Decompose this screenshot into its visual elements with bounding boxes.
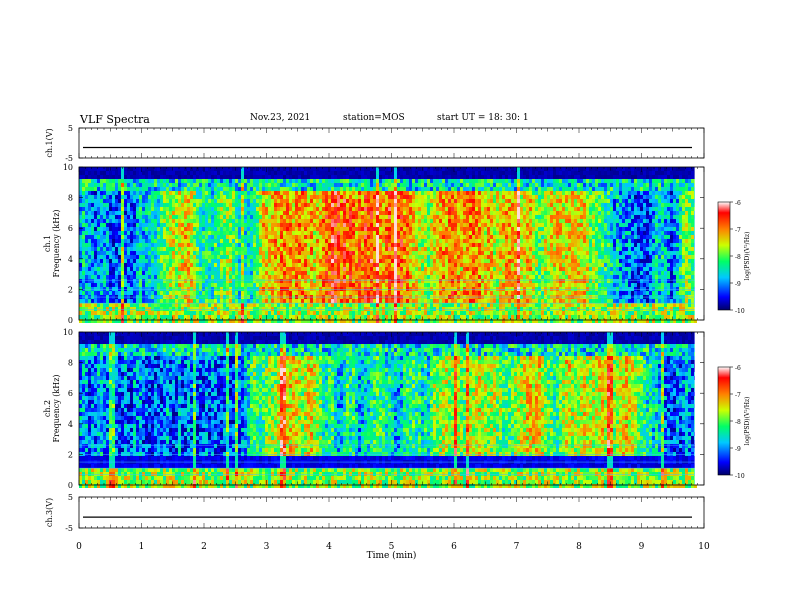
header-title: VLF Spectra — [80, 113, 150, 126]
ch2-spectrogram-image — [79, 332, 704, 488]
colorbar-tick-label: -7 — [735, 227, 741, 234]
x-tick-label: 6 — [451, 542, 457, 552]
y-tick-label: 6 — [68, 389, 73, 398]
y-axis-label: ch.1(V) — [45, 128, 54, 157]
y-tick-label: 10 — [63, 163, 73, 172]
x-tick-label: 0 — [76, 542, 82, 552]
header-station: station=MOS — [343, 113, 405, 123]
y-tick-label: 8 — [68, 359, 73, 368]
x-axis-label: Time (min) — [367, 550, 417, 561]
x-tick-label: 4 — [326, 542, 332, 552]
x-tick-label: 8 — [576, 542, 582, 552]
colorbar-tick-label: -9 — [735, 281, 741, 288]
colorbar-tick-label: -7 — [735, 392, 741, 399]
colorbar-tick-label: -6 — [735, 200, 741, 207]
colorbar-tick-label: -8 — [735, 419, 741, 426]
y-tick-label: 4 — [68, 255, 73, 264]
y-tick-label: 2 — [68, 285, 73, 294]
x-tick-label: 9 — [639, 542, 645, 552]
y-axis-label: ch.3(V) — [45, 498, 54, 527]
colorbar-tick-label: -8 — [735, 254, 741, 261]
x-tick-label: 3 — [264, 542, 270, 552]
x-tick-label: 5 — [389, 542, 395, 552]
colorbar-tick-label: -10 — [735, 473, 745, 480]
y-tick-label: -5 — [65, 524, 73, 533]
y-tick-label: 4 — [68, 420, 73, 429]
y-axis-label: Frequency (kHz) — [52, 374, 61, 442]
colorbar-tick-label: -9 — [735, 446, 741, 453]
header-date: Nov.23, 2021 — [250, 113, 311, 123]
x-tick-label: 2 — [201, 542, 207, 552]
x-tick-label: 1 — [139, 542, 145, 552]
y-tick-label: 2 — [68, 450, 73, 459]
colorbar-label: log(PSD)(V²/Hz) — [744, 397, 751, 446]
y-tick-label: 6 — [68, 224, 73, 233]
y-tick-label: 5 — [68, 493, 73, 502]
colorbar — [717, 201, 731, 311]
colorbar-tick-label: -6 — [735, 365, 741, 372]
y-axis-label: ch.1 — [43, 235, 52, 252]
y-tick-label: 8 — [68, 194, 73, 203]
colorbar-tick-label: -10 — [735, 308, 745, 315]
y-tick-label: 0 — [68, 316, 73, 325]
y-axis-label: ch.2 — [43, 400, 52, 417]
y-tick-label: 10 — [63, 328, 73, 337]
x-tick-label: 10 — [698, 542, 710, 552]
colorbar — [717, 366, 731, 476]
y-tick-label: 0 — [68, 481, 73, 490]
header-start-time: start UT = 18: 30: 1 — [437, 113, 529, 123]
y-tick-label: 5 — [68, 124, 73, 133]
y-axis-label: Frequency (kHz) — [52, 209, 61, 277]
y-tick-label: -5 — [65, 154, 73, 163]
x-tick-label: 7 — [514, 542, 520, 552]
ch1-spectrogram-image — [79, 167, 704, 323]
colorbar-label: log(PSD)(V²/Hz) — [744, 232, 751, 281]
